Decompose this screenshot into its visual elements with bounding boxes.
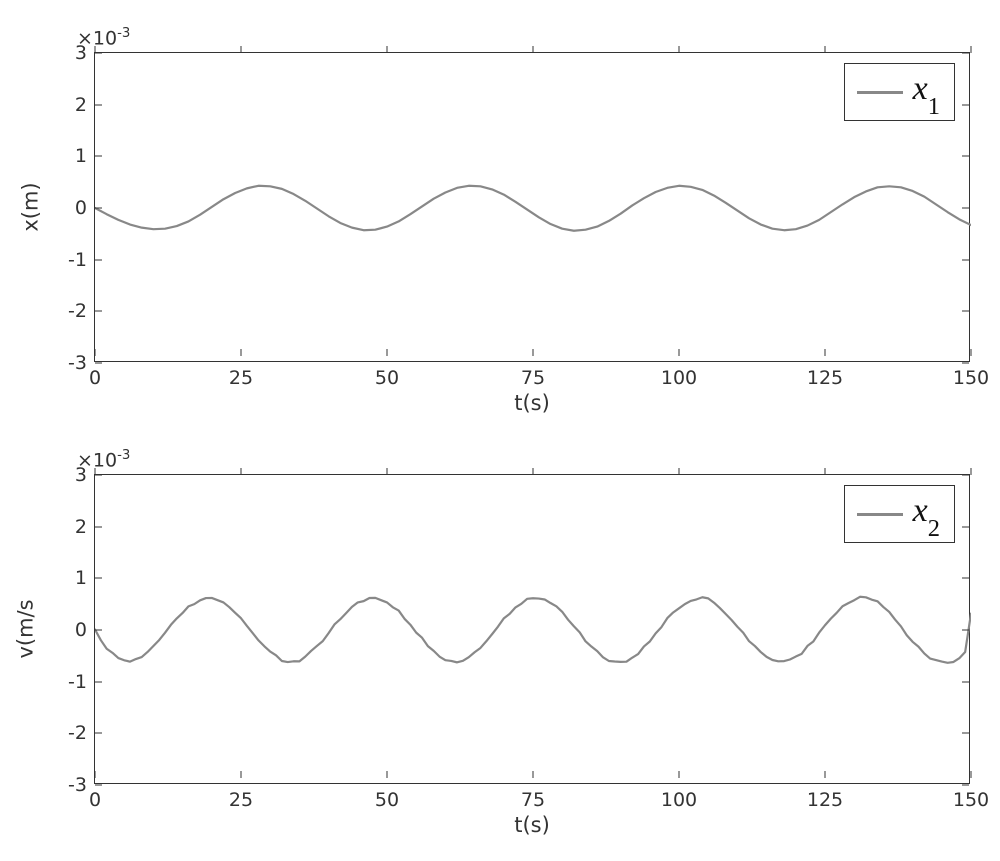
xtick-label: 100 bbox=[661, 789, 697, 811]
legend-label-x2: x2 bbox=[913, 494, 940, 534]
series-x1 bbox=[95, 53, 971, 363]
xtick-label: 100 bbox=[661, 367, 697, 389]
legend-row: x1 bbox=[857, 72, 940, 112]
figure: ×10-3 t(s) x(m) x1 0255075100125150-3-2-… bbox=[0, 0, 1000, 861]
legend-label-x1: x1 bbox=[913, 72, 940, 112]
xtick-label: 50 bbox=[375, 367, 399, 389]
ytick-label: 1 bbox=[75, 567, 87, 589]
ytick-label: 1 bbox=[75, 145, 87, 167]
ytick-label: -3 bbox=[68, 352, 87, 374]
series-x2 bbox=[95, 475, 971, 785]
xtick-label: 0 bbox=[89, 367, 101, 389]
legend-line-sample bbox=[857, 91, 903, 94]
ytick-label: -1 bbox=[68, 671, 87, 693]
ytick-label: 0 bbox=[75, 619, 87, 641]
ytick-label: -3 bbox=[68, 774, 87, 796]
legend-top: x1 bbox=[844, 63, 955, 121]
ytick-label: -2 bbox=[68, 300, 87, 322]
ytick-label: 2 bbox=[75, 516, 87, 538]
ytick-label: -2 bbox=[68, 722, 87, 744]
xtick-label: 150 bbox=[953, 789, 989, 811]
xtick-label: 0 bbox=[89, 789, 101, 811]
ytick-label: 3 bbox=[75, 464, 87, 486]
xlabel-bot: t(s) bbox=[514, 813, 550, 837]
xtick-label: 125 bbox=[807, 367, 843, 389]
xtick-label: 25 bbox=[229, 789, 253, 811]
axes-x-position: ×10-3 t(s) x(m) x1 0255075100125150-3-2-… bbox=[94, 52, 970, 362]
xtick-label: 75 bbox=[521, 789, 545, 811]
xtick-label: 75 bbox=[521, 367, 545, 389]
axes-v-velocity: ×10-3 t(s) v(m/s x2 0255075100125150-3-2… bbox=[94, 474, 970, 784]
xtick-label: 25 bbox=[229, 367, 253, 389]
xtick-label: 150 bbox=[953, 367, 989, 389]
ylabel-bot: v(m/s bbox=[13, 599, 37, 658]
ytick-label: 2 bbox=[75, 94, 87, 116]
legend-line-sample bbox=[857, 513, 903, 516]
xlabel-top: t(s) bbox=[514, 391, 550, 415]
legend-bot: x2 bbox=[844, 485, 955, 543]
ylabel-top: x(m) bbox=[18, 182, 42, 231]
ytick-label: 3 bbox=[75, 42, 87, 64]
ytick-label: 0 bbox=[75, 197, 87, 219]
legend-row: x2 bbox=[857, 494, 940, 534]
xtick-label: 125 bbox=[807, 789, 843, 811]
ytick-label: -1 bbox=[68, 249, 87, 271]
xtick-label: 50 bbox=[375, 789, 399, 811]
